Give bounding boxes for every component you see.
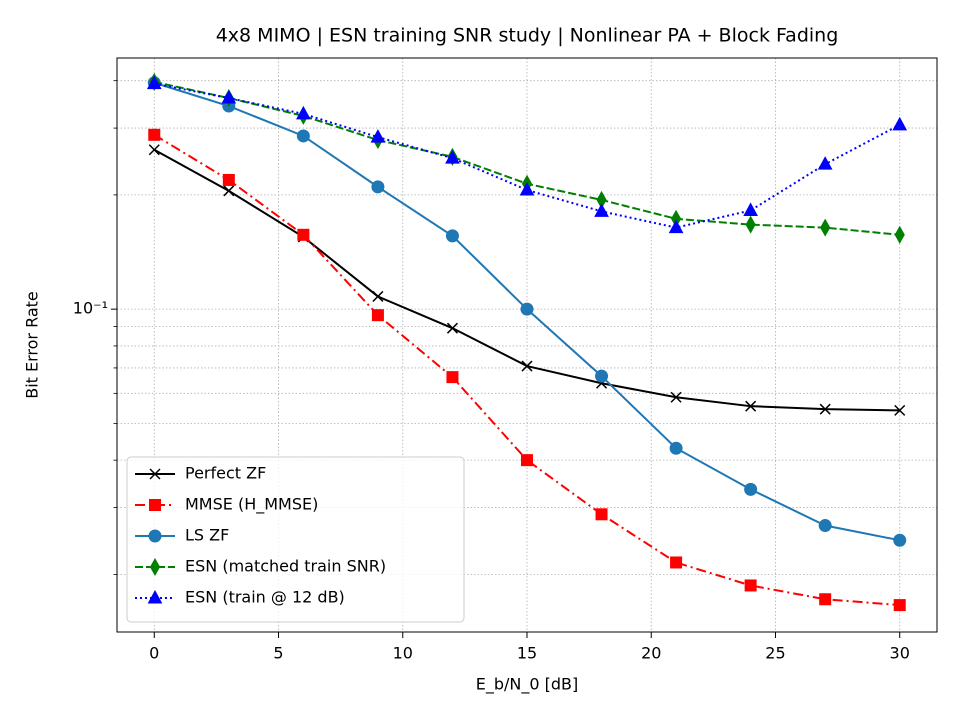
data-point [668,219,684,234]
data-point [519,181,535,196]
x-tick-label: 20 [641,644,661,663]
data-point [817,156,833,170]
chart-title: 4x8 MIMO | ESN training SNR study | Nonl… [216,25,839,47]
x-tick-label: 5 [273,644,283,663]
legend-label: Perfect ZF [185,464,266,483]
data-point [520,302,534,316]
data-point [594,203,609,217]
legend-label: MMSE (H_MMSE) [185,495,318,515]
legend-box [126,456,465,623]
data-point [371,309,384,322]
data-point [595,508,608,521]
data-point [521,360,533,372]
data-point [146,75,162,90]
data-point [744,482,758,496]
legend-marker [147,589,163,604]
data-point [296,105,311,120]
x-tick-label: 0 [149,644,159,663]
series-line [153,133,900,607]
plot-frame [116,57,938,633]
data-point [819,403,831,415]
data-point [370,129,386,143]
x-axis-label: E_b/N_0 [dB] [476,675,579,695]
data-point [893,533,907,547]
legend-marker [149,499,161,511]
data-point [446,322,458,334]
x-tick-label: 15 [517,644,537,663]
data-point [669,441,683,455]
legend-marker [149,468,161,480]
data-point [595,369,609,383]
data-point [445,229,459,243]
data-point [446,371,459,384]
data-point [445,150,460,164]
data-point [892,116,908,131]
x-tick-label: 10 [393,644,413,663]
data-point [670,391,682,403]
data-point [521,454,533,467]
legend-label: ESN (matched train SNR) [185,557,386,576]
data-point [745,400,757,412]
data-point [296,129,310,143]
data-point [745,215,756,234]
x-tick-label: 30 [890,644,910,663]
x-tick-label: 25 [765,644,785,663]
data-point [148,128,161,141]
legend: Perfect ZF MMSE (H_MMSE) LS ZF ESN (matched… [126,456,465,623]
data-point [894,404,906,416]
data-point [371,180,385,194]
data-point [297,228,310,241]
legend-marker [149,557,161,577]
data-point [818,519,832,533]
series-line [154,82,901,229]
y-tick-label: 10⁻¹ [73,299,108,318]
data-point [221,89,237,104]
data-point [744,579,757,592]
data-point [819,593,832,606]
data-point [894,225,905,244]
y-axis-label: Bit Error Rate [23,291,42,399]
legend-marker [148,529,162,543]
data-point [148,144,160,156]
data-point [222,173,235,186]
legend-label: ESN (train @ 12 dB) [185,588,345,607]
data-point [893,599,906,612]
data-point [820,218,831,237]
data-point [670,556,683,569]
data-point [372,290,384,302]
data-point [223,185,235,197]
data-point [743,202,758,216]
legend-label: LS ZF [185,526,229,545]
